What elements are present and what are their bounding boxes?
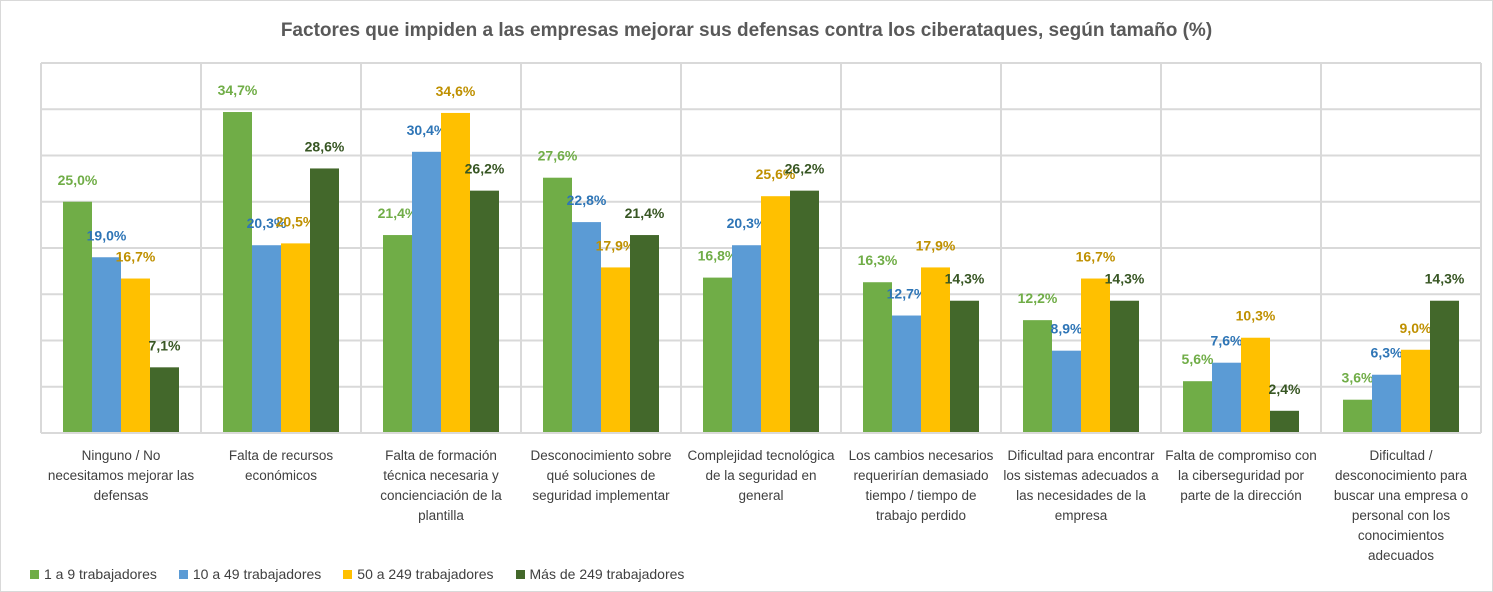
data-label: 16,7%: [116, 249, 156, 265]
data-label: 14,3%: [1425, 271, 1465, 287]
bar: [1110, 300, 1139, 433]
data-label: 26,2%: [465, 161, 505, 177]
data-label: 34,7%: [218, 82, 258, 98]
bar: [383, 235, 412, 433]
data-label: 25,6%: [756, 166, 796, 182]
legend: 1 a 9 trabajadores 10 a 49 trabajadores 50…: [30, 566, 684, 582]
data-label: 22,8%: [567, 192, 607, 208]
data-label: 5,6%: [1182, 351, 1214, 367]
bar: [150, 367, 179, 433]
legend-label: 50 a 249 trabajadores: [357, 566, 494, 582]
data-label: 3,6%: [1342, 370, 1374, 386]
data-label: 16,3%: [858, 252, 898, 268]
category-label: Ninguno / No necesitamos mejorar las def…: [47, 448, 195, 503]
bar: [732, 245, 761, 433]
category-label: Los cambios necesarios requerirían demas…: [848, 448, 994, 523]
bar: [412, 151, 441, 434]
bar: [281, 243, 310, 433]
data-label: 27,6%: [538, 148, 578, 164]
category-label: Dificultad para encontrar los sistemas a…: [1003, 448, 1159, 523]
category-label: Dificultad / desconocimiento para buscar…: [1333, 448, 1469, 563]
legend-label: Más de 249 trabajadores: [529, 566, 685, 582]
data-label: 25,0%: [58, 172, 98, 188]
legend-item: Más de 249 trabajadores: [515, 566, 685, 582]
bar: [252, 245, 281, 433]
bar: [63, 201, 92, 433]
data-label: 12,7%: [887, 286, 927, 302]
category-label: Falta de compromiso con la cibersegurida…: [1165, 448, 1317, 503]
legend-swatch: [343, 569, 353, 579]
bar: [1241, 337, 1270, 433]
data-label: 20,5%: [276, 213, 316, 229]
data-label: 30,4%: [407, 122, 447, 138]
category-label: Falta de recursos económicos: [228, 448, 334, 483]
legend-swatch: [30, 569, 39, 579]
data-label: 21,4%: [378, 205, 418, 221]
data-label: 9,0%: [1400, 320, 1432, 336]
chart-title: Factores que impiden a las empresas mejo…: [280, 20, 1213, 41]
legend-item: 50 a 249 trabajadores: [343, 566, 494, 582]
data-label: 8,9%: [1051, 321, 1083, 337]
bar: [1430, 300, 1459, 433]
data-label: 7,1%: [149, 337, 181, 353]
bar: [1183, 381, 1212, 433]
data-label: 2,4%: [1269, 381, 1301, 397]
bar: [863, 282, 892, 433]
bar: [470, 190, 499, 433]
bar: [790, 190, 819, 433]
bar: [92, 257, 121, 433]
bar: [630, 235, 659, 433]
data-label: 28,6%: [305, 138, 345, 154]
data-label: 21,4%: [625, 205, 665, 221]
bar: [703, 277, 732, 433]
legend-label: 1 a 9 trabajadores: [44, 566, 157, 582]
data-label: 16,8%: [698, 248, 738, 264]
category-label: Complejidad tecnológica de la seguridad …: [687, 448, 835, 503]
bar: [950, 300, 979, 433]
data-label: 16,7%: [1076, 249, 1116, 265]
bar: [310, 168, 339, 433]
data-label: 14,3%: [945, 271, 985, 287]
bar: [761, 196, 790, 433]
legend-swatch: [178, 569, 188, 579]
category-label: Falta de formación técnica necesaria y c…: [380, 448, 502, 523]
bar: [921, 267, 950, 433]
data-label: 10,3%: [1236, 308, 1276, 324]
data-label: 19,0%: [87, 227, 127, 243]
legend-item: 10 a 49 trabajadores: [178, 566, 322, 582]
data-label: 20,3%: [247, 215, 287, 231]
bar: [1212, 362, 1241, 433]
data-label: 6,3%: [1371, 345, 1403, 361]
bar: [1372, 374, 1401, 433]
bar: [1343, 399, 1372, 433]
data-label: 34,6%: [436, 83, 476, 99]
legend-swatch: [515, 569, 525, 579]
data-label: 26,2%: [785, 161, 825, 177]
bar: [892, 315, 921, 433]
bar: [1270, 410, 1299, 433]
bar: [121, 278, 150, 433]
bar: [543, 177, 572, 433]
bar: [1052, 350, 1081, 433]
data-label: 12,2%: [1018, 290, 1058, 306]
bar: [1401, 349, 1430, 433]
data-label: 17,9%: [596, 237, 636, 253]
category-label: Desconocimiento sobre qué soluciones de …: [530, 448, 672, 503]
bar: [441, 112, 470, 433]
bar: [601, 267, 630, 433]
legend-item: 1 a 9 trabajadores: [30, 566, 157, 582]
data-label: 20,3%: [727, 215, 767, 231]
bar: [1023, 320, 1052, 433]
data-label: 14,3%: [1105, 271, 1145, 287]
legend-label: 10 a 49 trabajadores: [192, 566, 322, 582]
data-label: 7,6%: [1211, 333, 1243, 349]
bar: [572, 222, 601, 433]
bar: [223, 112, 252, 434]
bar: [1081, 278, 1110, 433]
data-label: 17,9%: [916, 237, 956, 253]
